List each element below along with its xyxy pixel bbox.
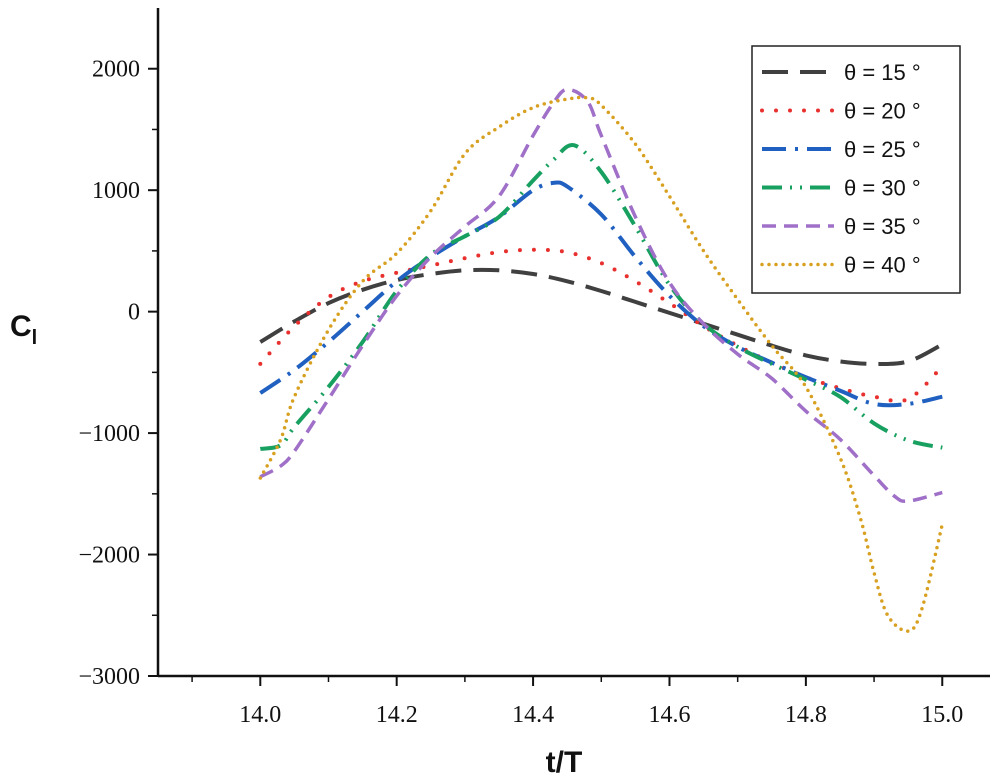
series-line-1 [259,267,944,366]
legend-box [751,45,961,294]
axes [156,8,990,678]
axis-ticks: −3000 −2000 −1000 0 1000 2000 14.0 14.2 14.4 14.6… [78,57,963,728]
y-tick-label: −3000 [78,664,140,690]
y-axis-title-subscript: l [32,327,38,349]
legend: θ = 15 ° θ = 20 ° θ = 25 ° θ = 30 ° θ = 35 °… [751,45,961,294]
series-line-6 [258,95,945,633]
legend-label-2: θ = 20 ° [844,99,921,124]
x-tick-label: 15.0 [921,702,963,728]
series-line-5 [259,87,943,503]
y-tick-label: −2000 [78,543,140,569]
legend-label-3: θ = 25 ° [844,137,921,162]
y-axis-title: Cl [10,310,37,349]
y-tick-label: 2000 [92,57,140,83]
legend-label-5: θ = 35 ° [844,214,921,239]
x-tick-label: 14.0 [239,702,281,728]
series-line-4 [259,143,943,451]
x-tick-label: 14.6 [648,702,690,728]
x-tick-label: 14.4 [512,702,554,728]
series-lines [258,87,945,633]
x-tick-label: 14.2 [376,702,418,728]
x-tick-label: 14.8 [785,702,827,728]
y-tick-label: 1000 [92,178,140,204]
legend-label-4: θ = 30 ° [844,176,921,201]
x-axis-title: t/T [546,746,583,779]
series-line-3 [259,180,943,408]
legend-label-1: θ = 15 ° [844,60,921,85]
y-axis-title-main: C [10,310,32,343]
y-tick-label: −1000 [78,421,140,447]
legend-label-6: θ = 40 ° [844,253,921,278]
series-line-2 [258,247,945,404]
y-tick-label: 0 [128,300,140,326]
